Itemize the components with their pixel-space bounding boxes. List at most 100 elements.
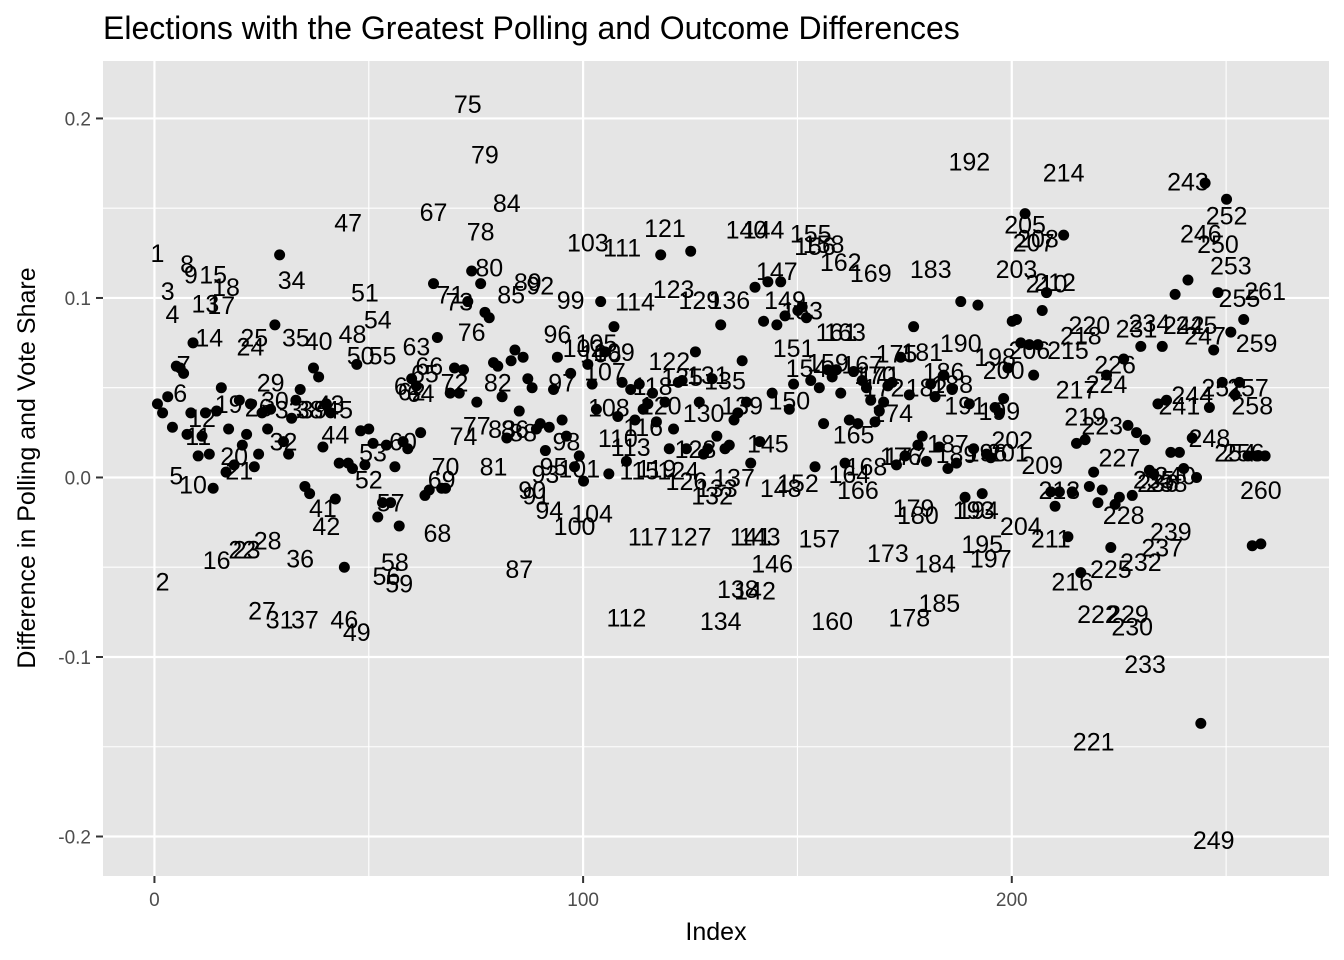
data-point	[522, 373, 534, 385]
data-point	[745, 457, 757, 469]
data-point	[796, 301, 808, 313]
point-label: 168	[846, 454, 888, 482]
point-label: 57	[377, 490, 405, 518]
point-label: 236	[1137, 470, 1179, 498]
data-point	[151, 398, 163, 410]
point-label: 33	[275, 396, 303, 424]
data-point	[818, 418, 830, 430]
data-point	[509, 344, 521, 356]
plot-panel	[103, 61, 1329, 876]
point-label: 129	[678, 287, 720, 315]
point-label: 223	[1081, 412, 1123, 440]
point-label: 255	[1219, 285, 1261, 313]
point-label: 170	[854, 362, 896, 390]
point-label: 28	[254, 527, 282, 555]
data-point	[968, 443, 980, 455]
data-point	[754, 436, 766, 448]
data-point	[946, 384, 958, 396]
point-label: 201	[987, 439, 1029, 467]
data-point	[1173, 446, 1185, 458]
data-point	[244, 398, 256, 410]
data-point	[462, 296, 474, 308]
data-point	[1049, 500, 1061, 512]
point-label: 161	[816, 319, 858, 347]
point-label: 252	[1206, 202, 1248, 230]
point-label: 147	[756, 258, 798, 286]
point-label: 66	[415, 353, 443, 381]
data-point	[929, 391, 941, 403]
data-point	[256, 407, 268, 419]
point-label: 3	[161, 278, 175, 306]
point-label: 34	[278, 267, 306, 295]
point-label: 125	[661, 364, 703, 392]
point-label: 71	[436, 281, 464, 309]
data-point	[942, 463, 954, 474]
data-point	[1225, 326, 1237, 338]
point-label: 141	[730, 524, 772, 552]
point-label: 98	[552, 429, 580, 457]
data-point	[852, 418, 864, 430]
data-point	[1079, 434, 1091, 446]
data-point	[1191, 471, 1203, 483]
data-point	[963, 398, 975, 410]
data-point	[647, 387, 659, 399]
point-label: 172	[863, 375, 905, 403]
data-point	[1212, 287, 1224, 299]
point-label: 40	[305, 328, 333, 356]
point-label: 151	[773, 335, 815, 363]
point-label: 259	[1236, 330, 1278, 358]
point-label: 7	[177, 351, 191, 379]
data-point	[1019, 208, 1031, 220]
data-point	[543, 421, 555, 433]
point-label: 179	[893, 495, 935, 523]
data-point	[1135, 340, 1147, 352]
data-point	[560, 430, 572, 442]
data-point	[496, 391, 508, 403]
data-point	[578, 475, 590, 487]
point-label: 225	[1090, 556, 1132, 584]
data-point	[1066, 486, 1078, 498]
data-point	[475, 278, 487, 290]
point-labels: 1234567891011121314151617181920212223242…	[150, 91, 1285, 855]
point-label: 61	[394, 373, 422, 401]
point-label: 117	[628, 524, 668, 552]
data-point	[740, 396, 752, 408]
point-label: 171	[858, 362, 900, 390]
point-label: 36	[286, 545, 314, 573]
point-label: 220	[1069, 312, 1111, 340]
point-label: 162	[820, 249, 862, 277]
data-point	[338, 561, 350, 573]
point-label: 50	[347, 342, 375, 370]
point-label: 166	[837, 477, 879, 505]
data-point	[304, 488, 316, 500]
data-point	[912, 439, 924, 451]
point-label: 52	[355, 466, 383, 494]
data-point	[277, 436, 289, 448]
point-label: 222	[1077, 601, 1119, 629]
y-axis-title: Difference in Polling and Vote Share	[13, 267, 41, 668]
point-label: 4	[165, 301, 179, 329]
y-tick-label: -0.1	[58, 648, 91, 669]
point-label: 178	[888, 604, 930, 632]
point-label: 189	[936, 441, 978, 469]
data-point	[732, 407, 744, 419]
point-label: 70	[432, 454, 460, 482]
data-point	[453, 387, 465, 399]
point-label: 155	[790, 220, 832, 248]
data-point	[736, 355, 748, 367]
point-label: 153	[781, 298, 823, 326]
point-label: 108	[588, 394, 630, 422]
point-label: 217	[1056, 377, 1098, 405]
data-point	[835, 387, 847, 399]
y-tick-label: 0.0	[65, 468, 91, 489]
data-point	[1071, 437, 1083, 449]
point-label: 152	[777, 470, 819, 498]
data-point	[1186, 432, 1198, 444]
data-point	[1251, 450, 1263, 462]
point-label: 241	[1159, 393, 1201, 421]
data-point	[223, 423, 235, 435]
point-label: 89	[514, 269, 542, 297]
point-label: 8	[180, 251, 194, 279]
data-point	[372, 511, 384, 523]
data-point	[351, 358, 363, 370]
